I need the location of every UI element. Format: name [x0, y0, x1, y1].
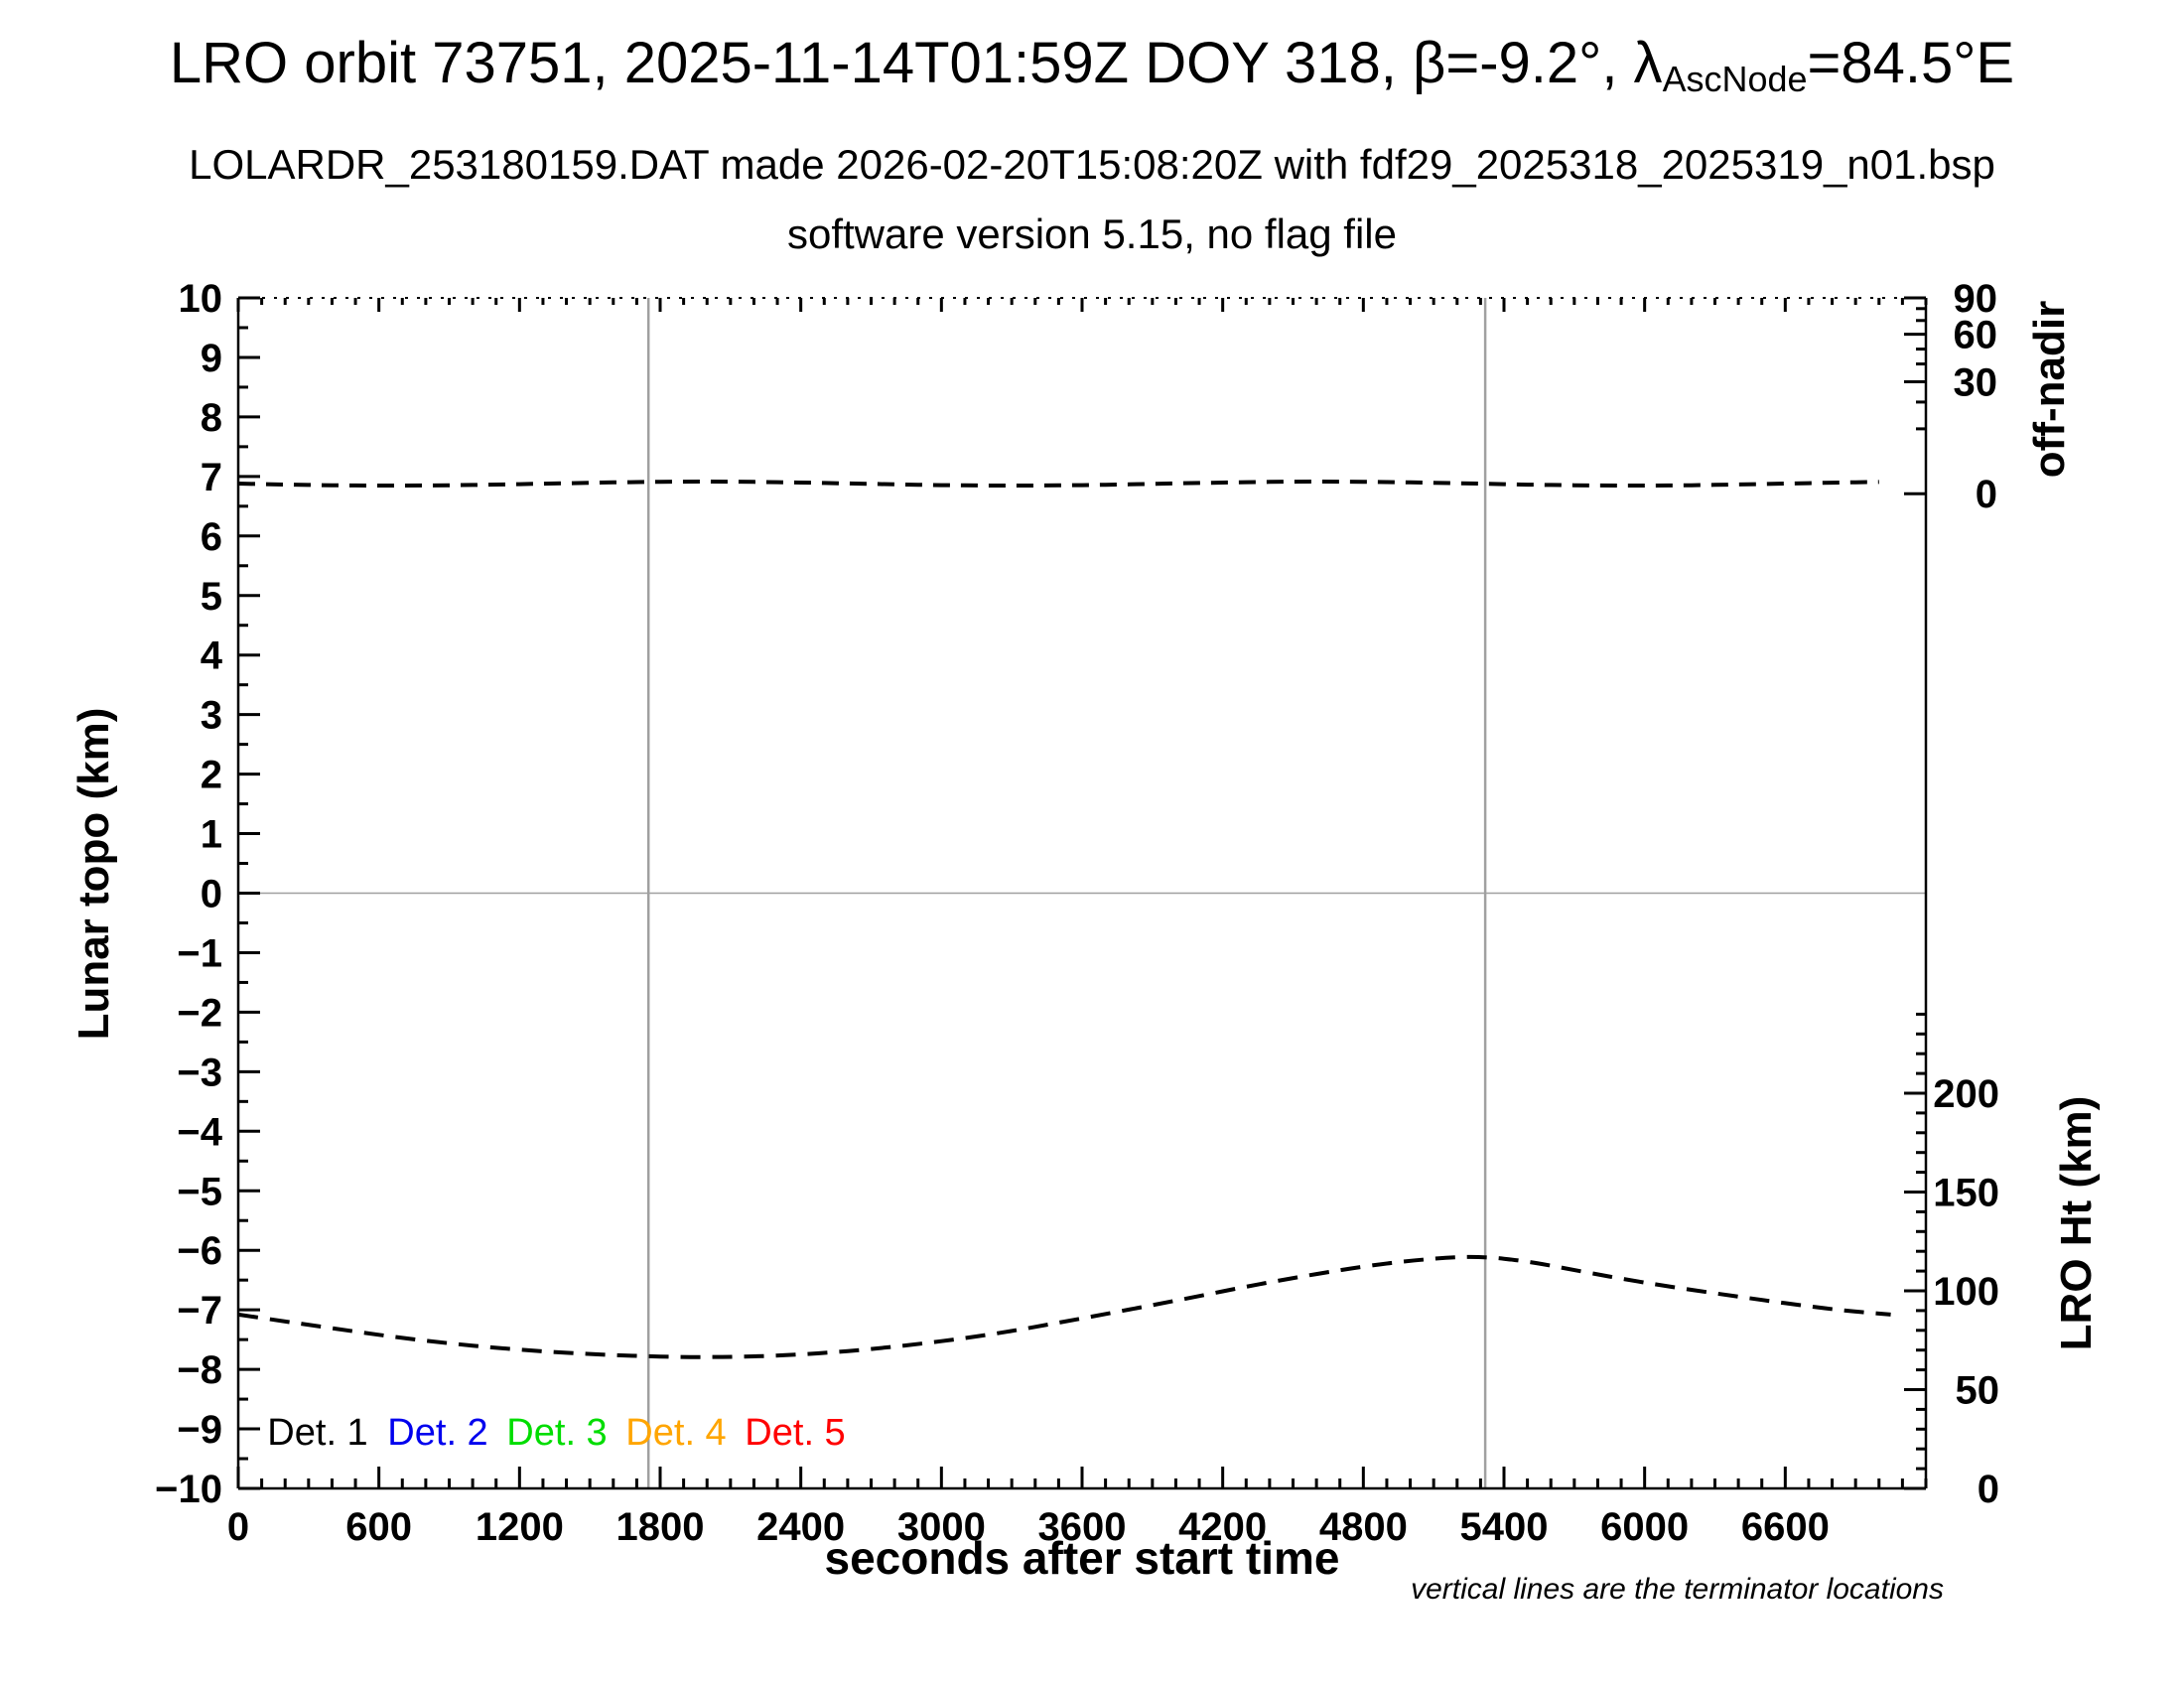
lro-height-curve [237, 1254, 1891, 1359]
x-tick-label: 4200 [1178, 1505, 1267, 1549]
off-nadir-tick-label: 0 [1976, 473, 1997, 516]
x-tick-label: 6000 [1600, 1505, 1689, 1549]
lro-ht-tick-label: 200 [1933, 1072, 1999, 1116]
chart-title-prefix: LRO orbit 73751, 2025-11-14T01:59Z DOY 3… [169, 31, 1663, 95]
y-tick-label: −1 [177, 931, 222, 975]
lro-ht-tick-label: 0 [1978, 1468, 1999, 1511]
y-tick-label: 5 [201, 575, 222, 619]
off-nadir-tick-label: 90 [1954, 277, 1998, 321]
x-tick-label: 3000 [897, 1505, 986, 1549]
y-tick-label: −8 [177, 1348, 222, 1392]
y-axis-label-off-nadir: off-nadir [2025, 300, 2074, 479]
y-tick-label: 8 [201, 396, 222, 440]
y-tick-label: 0 [201, 873, 222, 916]
y-tick-label: −5 [177, 1170, 222, 1213]
x-tick-label: 5400 [1460, 1505, 1549, 1549]
chart-title: LRO orbit 73751, 2025-11-14T01:59Z DOY 3… [0, 30, 2184, 100]
y-tick-label: −10 [155, 1468, 222, 1511]
y-tick-label: 2 [201, 754, 222, 797]
x-tick-label: 600 [345, 1505, 412, 1549]
chart-title-suffix: =84.5°E [1807, 31, 2015, 95]
subtitle-file-line: LOLARDR_253180159.DAT made 2026-02-20T15… [189, 141, 1995, 188]
x-tick-label: 4800 [1319, 1505, 1408, 1549]
y-axis-label-lro-ht: LRO Ht (km) [2052, 1095, 2101, 1351]
y-tick-label: −3 [177, 1051, 222, 1094]
x-axis-label: seconds after start time [824, 1532, 1340, 1584]
lro-ht-tick-label: 100 [1933, 1270, 1999, 1314]
off-nadir-tick-label: 60 [1954, 314, 1998, 357]
lro-ht-tick-label: 150 [1933, 1172, 1999, 1215]
y-tick-label: 7 [201, 456, 222, 499]
y-tick-label: −2 [177, 991, 222, 1035]
off-nadir-tick-label: 30 [1954, 361, 1998, 405]
x-tick-label: 0 [227, 1505, 249, 1549]
y-tick-label: 1 [201, 813, 222, 857]
y-tick-label: 4 [201, 634, 223, 678]
y-tick-label: −6 [177, 1229, 222, 1273]
y-tick-label: 3 [201, 694, 222, 738]
y-tick-label: 6 [201, 515, 222, 559]
x-tick-label: 2400 [756, 1505, 845, 1549]
y-tick-label: −4 [177, 1110, 222, 1154]
subtitle-version-line: software version 5.15, no flag file [786, 211, 1397, 257]
y-tick-label: 10 [179, 277, 223, 321]
x-tick-label: 1800 [616, 1505, 705, 1549]
y-tick-label: 9 [201, 337, 222, 380]
x-tick-label: 3600 [1038, 1505, 1127, 1549]
off-nadir-angle-line [237, 479, 1879, 488]
x-tick-label: 1200 [476, 1505, 564, 1549]
chart-title-subscript: AscNode [1662, 58, 1808, 99]
lro-ht-tick-label: 50 [1956, 1369, 2000, 1413]
y-tick-label: −9 [177, 1408, 222, 1452]
y-tick-label: −7 [177, 1289, 222, 1333]
y-axis-label-lunar-topo: Lunar topo (km) [69, 707, 118, 1041]
footnote-terminator-note: vertical lines are the terminator locati… [1411, 1573, 1944, 1606]
x-tick-label: 6600 [1741, 1505, 1830, 1549]
